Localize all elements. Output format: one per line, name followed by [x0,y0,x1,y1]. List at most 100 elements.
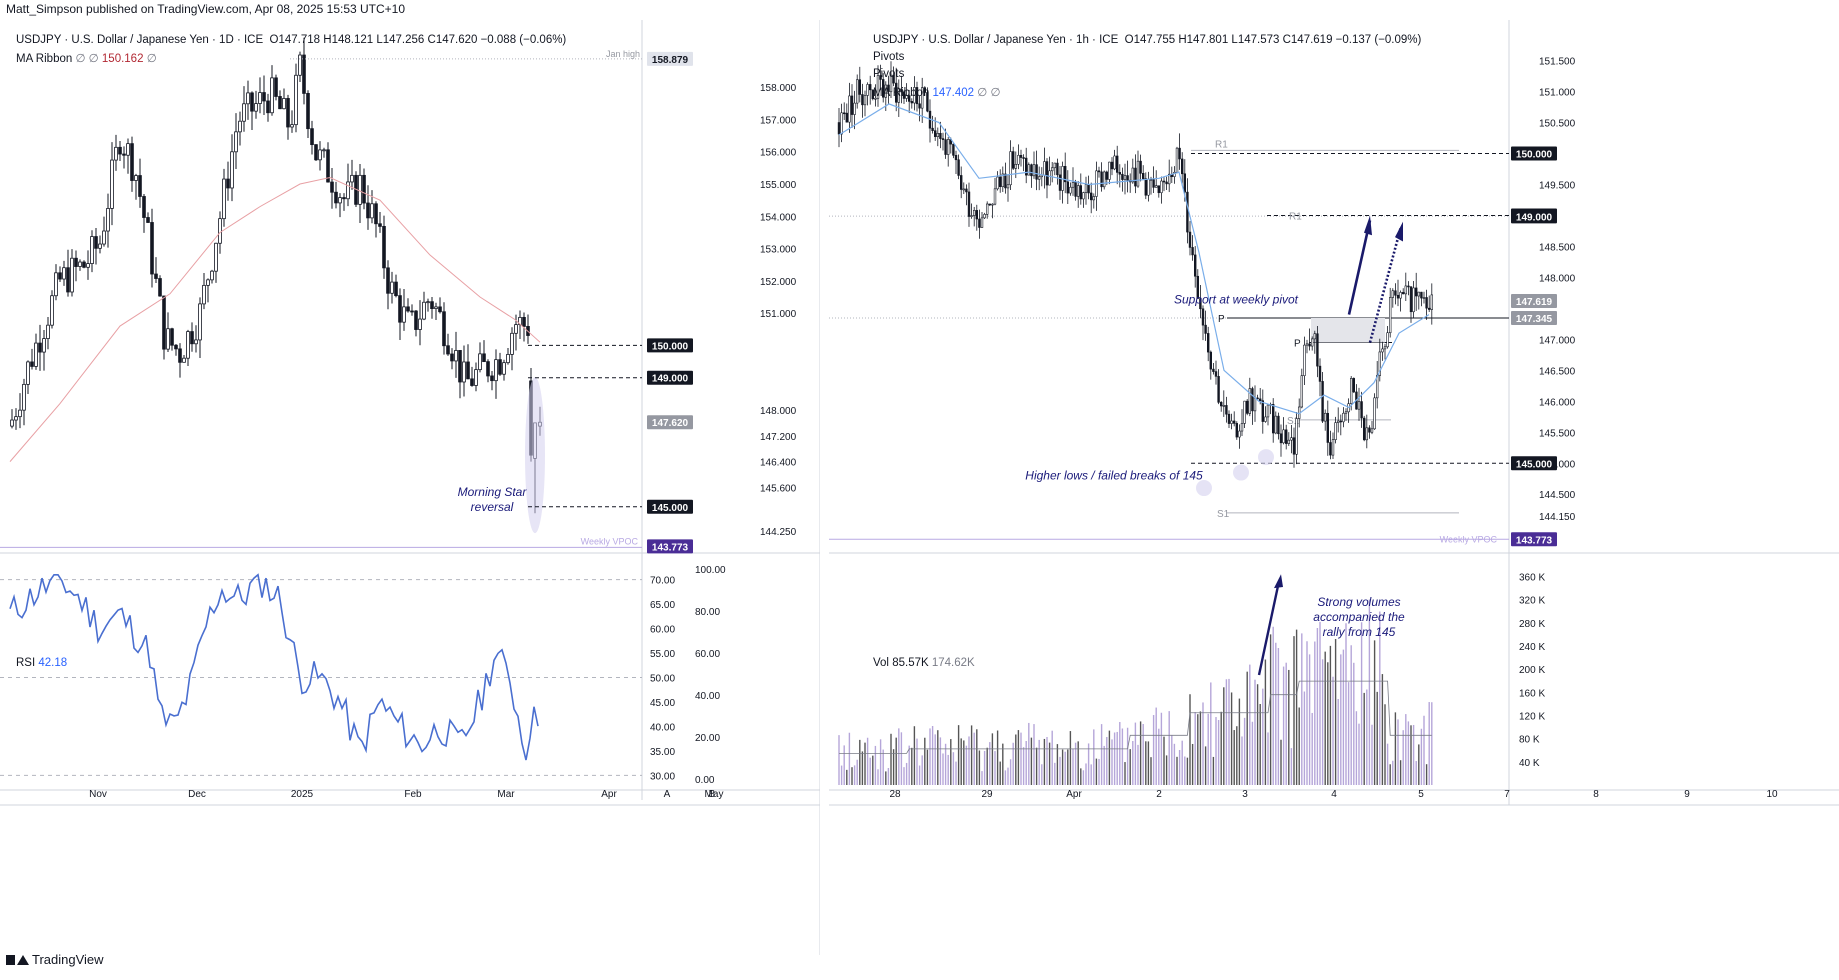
daily-price-tag-text: 145.000 [652,503,689,514]
daily-candle-body [466,361,470,380]
hourly-candle-body [1084,184,1088,193]
higher-low-marker [1258,449,1274,466]
daily-candle-body [386,267,390,294]
hourly-candle-body [1240,423,1244,432]
hourly-candle-body [840,112,843,135]
daily-candle-body [370,203,374,219]
hourly-candle-body [1248,388,1251,414]
daily-candle-body [202,284,206,305]
daily-candle-body [114,146,118,161]
hourly-candle-body [988,203,991,206]
hourly-x-tick: Apr [1066,789,1082,800]
daily-candle-body [230,151,234,189]
daily-price-tag [647,539,693,554]
hourly-candle-body [1271,404,1275,434]
hourly-candle-body [934,130,937,137]
r1-weekly-label: R1 [1289,211,1302,222]
hourly-candle-body [1022,157,1025,159]
hourly-candle-body [1074,182,1077,197]
daily-candle-body [362,174,366,204]
hourly-candle-body [902,91,906,99]
volume-y-tick: 160 K [1519,688,1545,699]
hourly-candle-body [1092,196,1095,201]
rsi-line [9,573,539,761]
rsi-secondary-tick: 40.00 [695,691,720,702]
alt-projection-arrowhead [1395,221,1403,242]
daily-candle-body [342,197,346,200]
hourly-candle-body [913,87,916,104]
daily-y-tick: 155.000 [760,180,797,191]
hourly-candle-body [1266,404,1270,418]
daily-candle-body [322,149,326,152]
daily-candle-body [478,353,482,371]
hourly-candle-body [1295,418,1298,455]
hourly-candle-body [999,176,1002,188]
hourly-candle-body [1336,420,1340,423]
hourly-price-tag-text: 147.619 [1516,297,1553,308]
hourly-high: H147.801 [1178,34,1229,46]
rsi-secondary-tick: 20.00 [695,733,720,744]
daily-candle-body [234,131,238,153]
daily-candle-body [246,92,250,105]
daily-price-tag-text: 150.000 [652,341,689,352]
morning-star-highlight [525,377,545,534]
hourly-candle-body [1329,442,1332,456]
daily-price-tag [647,51,693,66]
hourly-candle-body [1077,185,1080,197]
hourly-candle-body [1082,192,1085,200]
hourly-y-tick: 146.000 [1539,397,1576,408]
hourly-candle-body [1160,180,1163,194]
daily-close: C147.620 [427,34,478,46]
r1-label: R1 [1215,139,1228,150]
higher-low-marker [1196,480,1212,497]
hourly-y-tick: 151.500 [1539,57,1576,68]
hourly-candle-body [1292,437,1296,455]
hourly-candle-body [975,210,978,220]
daily-candle-body [182,357,186,363]
daily-candle-body [46,324,50,339]
daily-y-tick: 146.400 [760,458,797,469]
left-chart-canvas[interactable]: 158.000 157.000 156.000 155.000 154.000 153.0… [0,20,820,955]
hourly-candle-body [863,95,867,106]
rsi-secondary-tick: 0.00 [695,775,715,786]
hourly-candle-body [1219,402,1223,407]
support-annotation: Support at weekly pivot [1174,293,1299,307]
daily-candle-body [198,303,202,341]
hourly-candle-body [1006,184,1010,189]
ma-ribbon-params: ∅ ∅ [75,53,99,65]
hourly-candle-body [1404,285,1408,295]
hourly-candle-body [1386,332,1389,348]
daily-candle-body [122,153,126,156]
ma-ribbon-legend: MA Ribbon ∅ ∅ 150.162 ∅ [16,51,157,65]
daily-candle-body [522,317,526,327]
hourly-candle-body [936,132,940,137]
right-chart-canvas[interactable]: 151.500 151.000 150.500 149.500 148.500 148.0… [829,20,1839,955]
hourly-x-tick: 7 [1504,789,1510,800]
daily-candle-body [134,175,138,181]
daily-candle-body [94,236,98,249]
morning-star-annotation: Morning Star [458,485,528,499]
ma-ribbon-name: MA Ribbon [16,53,73,65]
hourly-candle-body [843,112,846,115]
hourly-candle-body [1388,297,1392,334]
hourly-candle-body [978,218,981,228]
hourly-candle-body [1123,175,1127,180]
hourly-candle-body [1027,164,1030,176]
hourly-candle-body [1258,398,1262,401]
daily-candle-body [414,310,418,330]
volume-annotation: accompanied the [1313,610,1405,624]
hourly-price-tag [1511,310,1557,325]
hourly-price-tag [1511,294,1557,309]
hourly-candle-body [1323,412,1327,422]
hourly-symbol-title: USDJPY · U.S. Dollar / Japanese Yen · 1h… [873,34,1119,46]
daily-candle-body [138,175,142,197]
s1-label: S1 [1287,416,1300,427]
projection-arrow [1347,220,1372,315]
hourly-candle-body [1331,439,1335,456]
hourly-candle-body [1251,388,1254,412]
higher-lows-annotation: Higher lows / failed breaks of 145 [1025,469,1203,483]
rsi-legend: RSI 42.18 [16,657,67,669]
hourly-candle-body [918,103,921,109]
hourly-candle-body [1064,166,1067,183]
hourly-candle-body [1401,292,1405,295]
